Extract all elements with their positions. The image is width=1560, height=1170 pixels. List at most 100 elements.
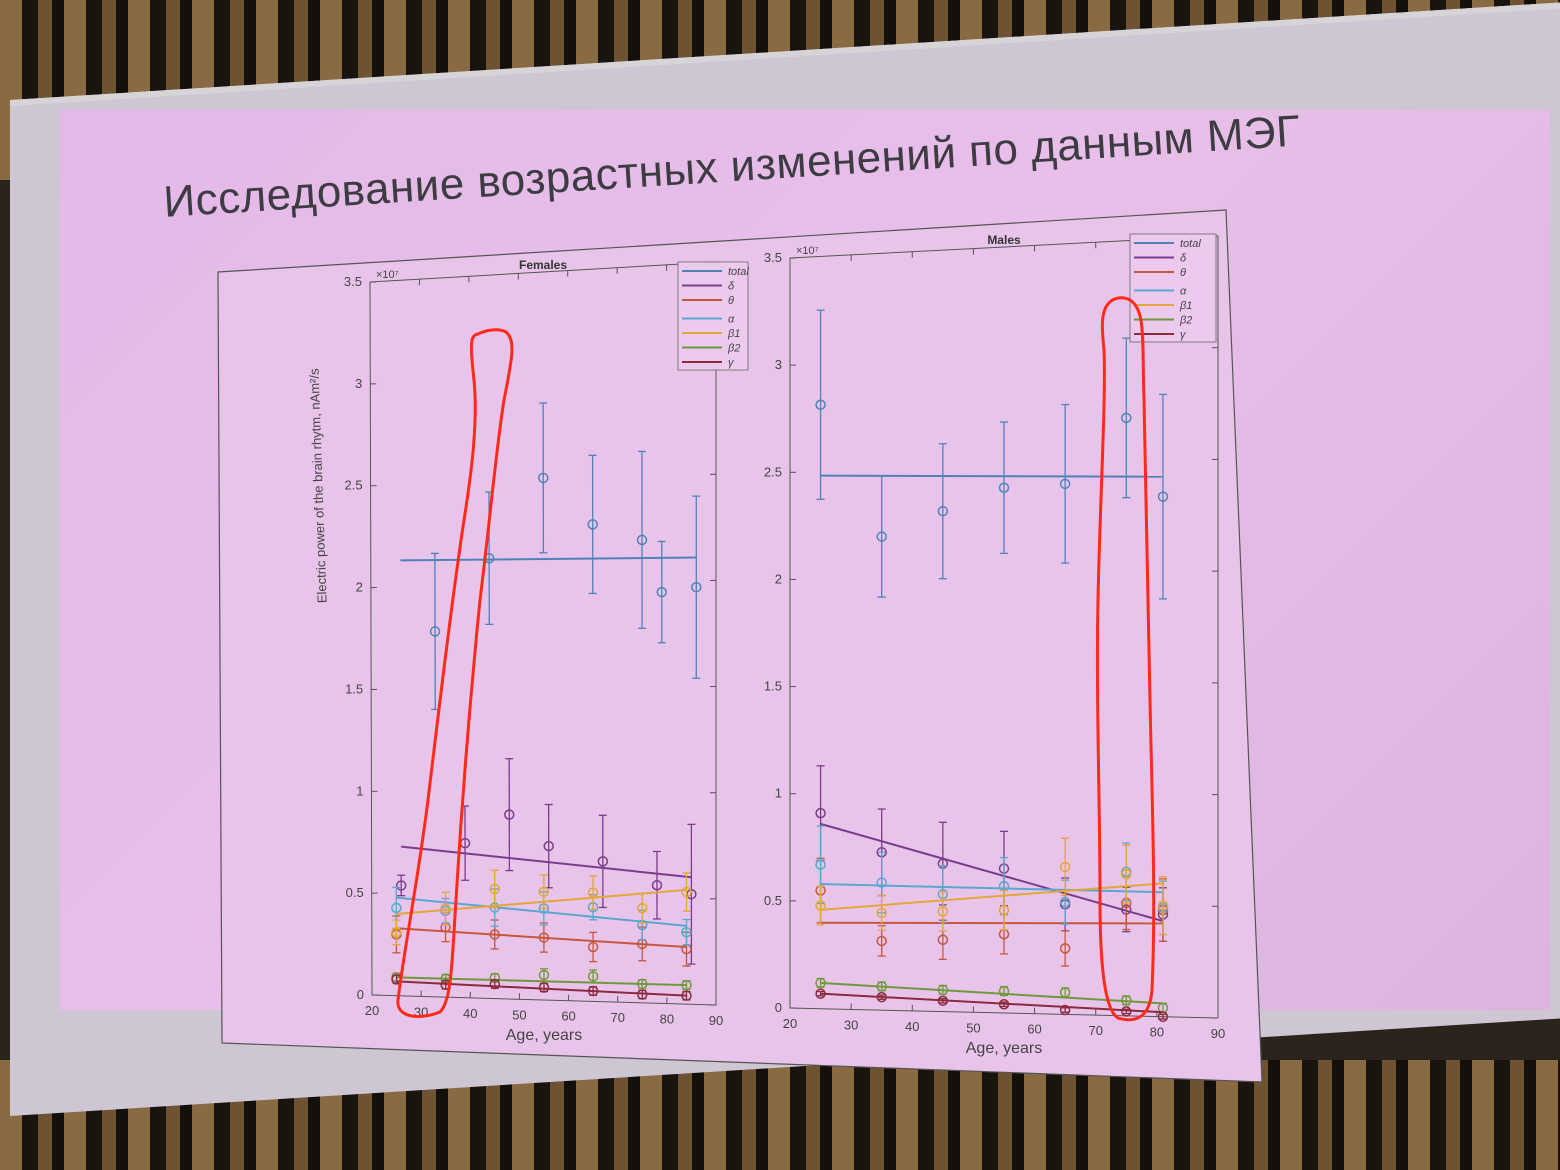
panel-males: 0 0.5 1 1.5 2 2.5 3 3.5 20 30 40 50 60 70 80 90 ×10⁷ Male… bbox=[764, 233, 1225, 1057]
males-xtick-label: 30 bbox=[844, 1017, 858, 1032]
males-xtick-label: 60 bbox=[1027, 1022, 1041, 1037]
males-point-gamma bbox=[876, 991, 887, 1003]
females-series-beta2 bbox=[391, 968, 692, 991]
males-legend-label-gamma: γ bbox=[1180, 329, 1187, 341]
males-point-gamma bbox=[1157, 1011, 1169, 1022]
females-point-total bbox=[429, 626, 441, 637]
males-point-beta1 bbox=[1157, 900, 1169, 911]
males-point-alpha bbox=[1059, 896, 1071, 908]
males-point-gamma bbox=[815, 988, 826, 999]
females-xtick-label: 50 bbox=[512, 1007, 526, 1022]
highlight-loop-females bbox=[396, 328, 514, 1018]
males-point-alpha bbox=[815, 859, 826, 870]
males-point-beta1 bbox=[1121, 868, 1132, 880]
males-series-gamma bbox=[815, 988, 1169, 1022]
highlight-annotations bbox=[396, 296, 1156, 1022]
males-xtick-label: 40 bbox=[905, 1019, 919, 1034]
males-point-total bbox=[1121, 412, 1132, 424]
females-point-delta bbox=[504, 809, 515, 820]
males-xtick-label: 80 bbox=[1150, 1025, 1164, 1040]
males-point-beta2 bbox=[876, 981, 887, 992]
females-point-total bbox=[656, 586, 668, 598]
females-multiplier: ×10⁷ bbox=[376, 269, 399, 281]
females-ytick-label: 2.5 bbox=[344, 478, 362, 493]
females-xtick-label: 80 bbox=[660, 1012, 674, 1027]
males-point-gamma bbox=[937, 995, 949, 1006]
males-ytick-label: 0 bbox=[775, 1000, 782, 1015]
males-legend: total δθα β1 β2 γ bbox=[1129, 233, 1217, 343]
figure-border bbox=[217, 209, 1263, 1083]
males-point-delta bbox=[815, 807, 826, 819]
females-title: Females bbox=[519, 258, 567, 272]
females-point-beta1 bbox=[489, 883, 500, 895]
males-fit-line-total bbox=[820, 474, 1163, 478]
females-series-total bbox=[400, 402, 702, 711]
females-ytick-label: 1 bbox=[356, 783, 363, 798]
females-ytick-label: 3.5 bbox=[344, 274, 362, 289]
females-point-beta2 bbox=[637, 978, 648, 990]
males-point-total bbox=[815, 399, 826, 410]
females-series-beta1 bbox=[391, 869, 692, 946]
females-legend-box bbox=[677, 261, 749, 371]
females-xtick-label: 40 bbox=[463, 1006, 477, 1021]
females-point-beta1 bbox=[440, 903, 451, 915]
females-point-alpha bbox=[391, 902, 402, 914]
females-xtick-label: 20 bbox=[365, 1003, 379, 1018]
males-legend-label-theta: θ bbox=[1180, 267, 1186, 279]
females-point-beta2 bbox=[538, 969, 550, 981]
males-point-gamma bbox=[1121, 1006, 1132, 1017]
figure-frame bbox=[217, 209, 1263, 1083]
males-multiplier: ×10⁷ bbox=[796, 245, 819, 257]
males-legend-label-alpha: α bbox=[1180, 286, 1187, 298]
males-ytick-label: 3.5 bbox=[764, 250, 782, 265]
females-point-beta2 bbox=[587, 971, 599, 982]
males-series-total bbox=[815, 309, 1169, 600]
females-xlabel: Age, years bbox=[506, 1027, 582, 1044]
males-point-total bbox=[876, 531, 887, 542]
males-ytick-label: 3 bbox=[775, 357, 782, 372]
females-legend-label-theta: θ bbox=[728, 295, 734, 307]
males-point-beta2 bbox=[1059, 987, 1071, 998]
females-point-gamma bbox=[489, 978, 501, 990]
males-fit-line-theta bbox=[820, 921, 1163, 925]
males-point-beta2 bbox=[1121, 995, 1132, 1006]
females-point-beta1 bbox=[587, 887, 599, 898]
females-series-gamma bbox=[391, 974, 692, 1001]
females-point-gamma bbox=[587, 985, 599, 997]
females-fit-line-total bbox=[400, 556, 697, 562]
males-point-beta1 bbox=[876, 907, 887, 919]
males-xtick-label: 90 bbox=[1211, 1026, 1225, 1041]
females-point-beta1 bbox=[681, 886, 692, 898]
males-point-gamma bbox=[1059, 1004, 1071, 1016]
males-series-beta1 bbox=[815, 837, 1169, 936]
males-title: Males bbox=[987, 233, 1021, 247]
females-legend: total δθα β1 β2 γ bbox=[677, 261, 749, 371]
males-point-total bbox=[1059, 478, 1071, 490]
males-legend-label-total: total bbox=[1180, 238, 1201, 250]
males-ytick-label: 0.5 bbox=[764, 893, 782, 908]
males-point-total bbox=[937, 505, 949, 517]
males-point-theta bbox=[1059, 943, 1071, 954]
females-point-theta bbox=[538, 932, 550, 943]
females-point-total bbox=[691, 581, 702, 593]
males-xlabel: Age, years bbox=[966, 1040, 1042, 1057]
females-point-delta bbox=[395, 880, 407, 891]
males-point-theta bbox=[876, 935, 887, 947]
females-point-gamma bbox=[538, 982, 550, 993]
females-legend-label-total: total bbox=[728, 266, 749, 278]
males-fit-line-beta1 bbox=[820, 882, 1164, 911]
males-fit-line-delta bbox=[820, 822, 1164, 923]
males-series-beta2 bbox=[815, 977, 1169, 1014]
females-xtick-label: 60 bbox=[561, 1009, 575, 1024]
females-point-total bbox=[538, 472, 549, 484]
males-point-beta1 bbox=[937, 906, 949, 917]
males-ytick-label: 1.5 bbox=[764, 679, 782, 694]
females-legend-label-alpha: α bbox=[728, 314, 735, 326]
females-ytick-label: 0.5 bbox=[346, 885, 364, 900]
males-point-beta2 bbox=[815, 977, 826, 989]
males-point-beta2 bbox=[998, 985, 1010, 997]
females-legend-label-beta1: β1 bbox=[727, 328, 740, 340]
females-point-delta bbox=[597, 856, 609, 867]
females-xtick-label: 70 bbox=[610, 1010, 624, 1025]
